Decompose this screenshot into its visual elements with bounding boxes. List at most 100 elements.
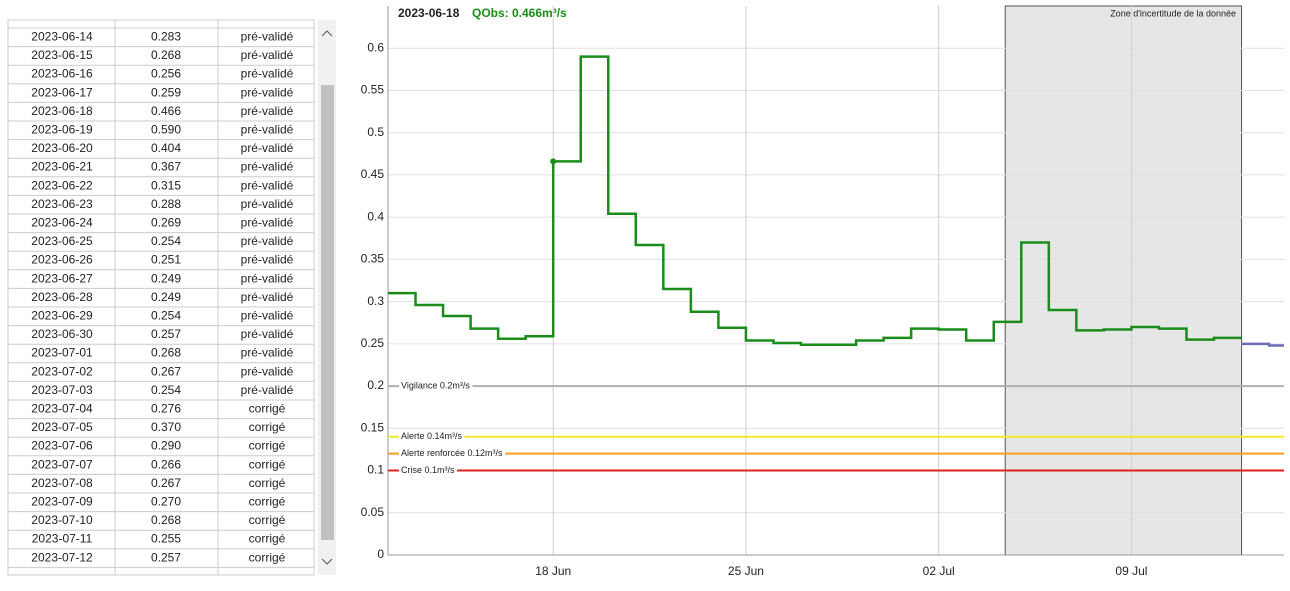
cell: 2023-07-05: [31, 420, 93, 434]
cell: 2023-06-17: [31, 85, 93, 99]
cell: corrigé: [249, 439, 286, 453]
x-tick-label: 02 Jul: [923, 564, 955, 578]
cell: pré-validé: [241, 48, 294, 62]
y-tick-label: 0.6: [367, 40, 384, 54]
y-tick-label: 0.25: [361, 336, 385, 350]
cell: 2023-06-22: [31, 178, 93, 192]
cell: 2023-06-15: [31, 48, 93, 62]
chart-title-value: QObs: 0.466m³/s: [472, 6, 567, 20]
cell: 0.283: [151, 29, 181, 43]
cell: 0.257: [151, 327, 181, 341]
cell: 0.290: [151, 439, 181, 453]
chart-title-date: 2023-06-18: [398, 6, 460, 20]
cell: pré-validé: [241, 104, 294, 118]
cell: 0.254: [151, 234, 181, 248]
cell: 0.288: [151, 197, 181, 211]
cell: pré-validé: [241, 67, 294, 81]
chart: 2023-06-18 QObs: 0.466m³/s Zone d'incert…: [361, 5, 1284, 578]
cell: 0.255: [151, 532, 181, 546]
table-frame: [7, 19, 315, 576]
cell: 0.266: [151, 457, 181, 471]
cell: 2023-06-21: [31, 160, 93, 174]
cell: 2023-07-02: [31, 364, 93, 378]
cell: 2023-07-06: [31, 439, 93, 453]
cell: 0.257: [151, 550, 181, 564]
cell: 2023-06-28: [31, 290, 93, 304]
scroll-thumb[interactable]: [321, 85, 334, 540]
scroll-down[interactable]: [321, 558, 333, 565]
x-tick-label: 25 Jun: [728, 564, 764, 578]
threshold-label-bg: [399, 431, 465, 442]
cell: pré-validé: [241, 364, 294, 378]
cell: corrigé: [249, 494, 286, 508]
y-tick-label: 0.35: [361, 252, 385, 266]
cell: 0.256: [151, 67, 181, 81]
threshold-label-bg: [399, 464, 458, 475]
y-tick-label: 0.2: [367, 378, 384, 392]
cell: 0.268: [151, 48, 181, 62]
series-line: [1241, 342, 1284, 347]
threshold-label-bg: [399, 448, 506, 459]
cell: 2023-06-29: [31, 308, 93, 322]
cell: 2023-07-09: [31, 494, 93, 508]
cell: pré-validé: [241, 85, 294, 99]
y-tick-label: 0.55: [361, 83, 385, 97]
scroll-up[interactable]: [321, 30, 333, 37]
cell: pré-validé: [241, 141, 294, 155]
cell: 0.267: [151, 364, 181, 378]
uncertainty-zone: [1004, 5, 1243, 556]
cell: 2023-06-19: [31, 122, 93, 136]
series-line: [388, 55, 1242, 346]
cell: pré-validé: [241, 178, 294, 192]
cell: pré-validé: [241, 29, 294, 43]
cell: 2023-07-07: [31, 457, 93, 471]
y-tick-label: 0.3: [367, 294, 384, 308]
y-tick-label: 0.45: [361, 167, 385, 181]
y-tick-label: 0.15: [361, 420, 385, 434]
cell: corrigé: [249, 457, 286, 471]
cell: 0.249: [151, 271, 181, 285]
threshold-label-bg: [399, 380, 473, 391]
cell: 2023-07-11: [32, 532, 93, 546]
threshold-label: Alerte renforcée 0.12m³/s: [401, 448, 503, 458]
table: 2023-06-14 0.283 pré-validé 2023-06-15 0.268…: [8, 20, 314, 575]
threshold-label: Alerte 0.14m³/s: [401, 431, 463, 441]
cell: 2023-07-04: [31, 401, 93, 415]
x-tick-label: 09 Jul: [1115, 564, 1147, 578]
cell: pré-validé: [241, 197, 294, 211]
cell: pré-validé: [241, 122, 294, 136]
cell: corrigé: [249, 550, 286, 564]
cell: 2023-06-26: [31, 253, 93, 267]
cell: pré-validé: [241, 308, 294, 322]
cell: 2023-07-01: [31, 346, 93, 360]
cell: pré-validé: [241, 160, 294, 174]
cell: 0.269: [151, 215, 181, 229]
cell: corrigé: [249, 401, 286, 415]
cell: corrigé: [249, 532, 286, 546]
cell: 0.466: [151, 104, 181, 118]
cell: 2023-06-23: [31, 197, 93, 211]
cell: 0.404: [151, 141, 181, 155]
cell: pré-validé: [241, 215, 294, 229]
cell: 0.270: [151, 494, 181, 508]
cell: corrigé: [249, 420, 286, 434]
cell: 0.276: [151, 401, 181, 415]
cell: 2023-07-10: [31, 513, 93, 527]
cell: 2023-06-25: [31, 234, 93, 248]
cell: corrigé: [249, 513, 286, 527]
cell: pré-validé: [241, 383, 294, 397]
cell: 0.268: [151, 346, 181, 360]
threshold-label: Crise 0.1m³/s: [401, 465, 455, 475]
cell: 0.251: [151, 253, 181, 267]
threshold-label: Vigilance 0.2m³/s: [401, 380, 470, 390]
selected-point: [550, 158, 557, 165]
y-tick-label: 0.05: [361, 505, 385, 519]
y-tick-label: 0: [377, 547, 384, 561]
x-tick-label: 18 Jun: [535, 564, 571, 578]
cell: 2023-06-24: [31, 215, 93, 229]
y-tick-label: 0.1: [367, 463, 384, 477]
cell: 0.254: [151, 308, 181, 322]
cell: 2023-06-16: [31, 67, 93, 81]
